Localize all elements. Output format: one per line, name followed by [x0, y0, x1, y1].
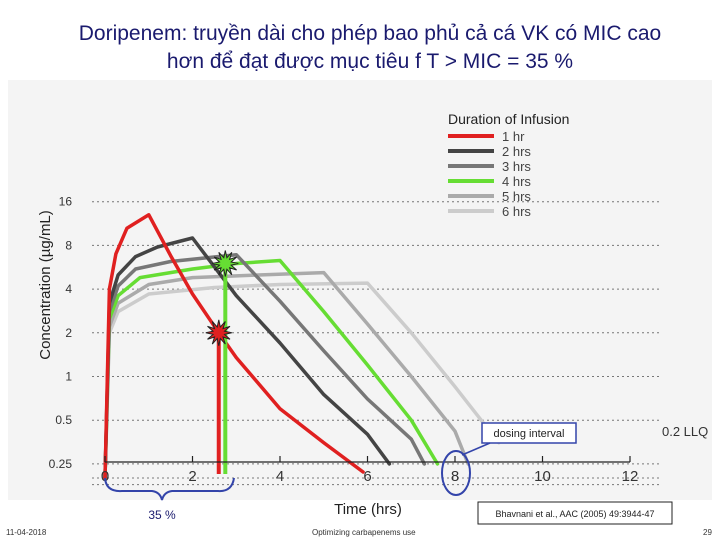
y-tick-label: 0.25 [49, 457, 73, 471]
slide-title: Doripenem: truyền dài cho phép bao phủ c… [20, 20, 720, 76]
title-line-1: Doripenem: truyền dài cho phép bao phủ c… [78, 22, 662, 45]
llq-label: 0.2 LLQ [662, 424, 708, 439]
title-line-2: hơn để đạt được mục tiêu f T > MIC = 35 … [166, 50, 574, 73]
y-axis-label: Concentration (µg/mL) [37, 210, 54, 360]
footer-date: 11-04-2018 [6, 528, 47, 537]
y-tick-label: 8 [65, 238, 72, 252]
legend-label: 2 hrs [502, 144, 531, 159]
dosing-interval-8h-circle [441, 450, 471, 496]
series-line-6-hrs [103, 281, 501, 480]
x-tick-label: 8 [451, 468, 459, 485]
dosing-interval-pointer [461, 442, 491, 456]
footer-page-number: 29 [703, 528, 712, 537]
series-line-5-hrs [103, 270, 470, 480]
x-axis-label: Time (hrs) [334, 501, 402, 518]
legend-label: 4 hrs [502, 174, 531, 189]
citation-box [477, 501, 673, 525]
citation-label: Bhavnani et al., AAC (2005) 49:3944-47 [495, 509, 654, 519]
footer-center-text: Optimizing carbapenems use [312, 528, 416, 537]
y-tick-label: 0.5 [55, 413, 72, 427]
x-tick-label: 4 [276, 468, 284, 485]
marker-starburst-4-hrs [212, 250, 239, 277]
x-tick-label: 12 [622, 468, 639, 485]
percent-35-bracket [104, 477, 235, 501]
y-tick-label: 2 [65, 326, 72, 340]
marker-starburst-1-hr [205, 319, 232, 346]
percent-35-label: 35 % [148, 508, 176, 522]
legend-label: 3 hrs [502, 159, 531, 174]
dosing-interval-label: dosing interval [494, 428, 565, 440]
series-line-1-hr [103, 213, 365, 480]
x-tick-label: 2 [188, 468, 196, 485]
y-tick-label: 16 [59, 195, 73, 209]
legend-label: 6 hrs [502, 204, 531, 219]
markers [205, 250, 239, 474]
legend-label: 5 hrs [502, 189, 531, 204]
dosing-interval-box [481, 422, 577, 444]
series-line-3-hrs [103, 252, 427, 480]
series-line-2-hrs [103, 236, 392, 480]
x-tick-label: 6 [363, 468, 371, 485]
y-tick-label: 1 [65, 370, 72, 384]
x-tick-label: 0 [101, 468, 109, 485]
legend-label: 1 hr [502, 129, 525, 144]
legend-title: Duration of Infusion [448, 111, 569, 127]
y-tick-label: 4 [65, 282, 72, 296]
x-tick-label: 10 [534, 468, 551, 485]
